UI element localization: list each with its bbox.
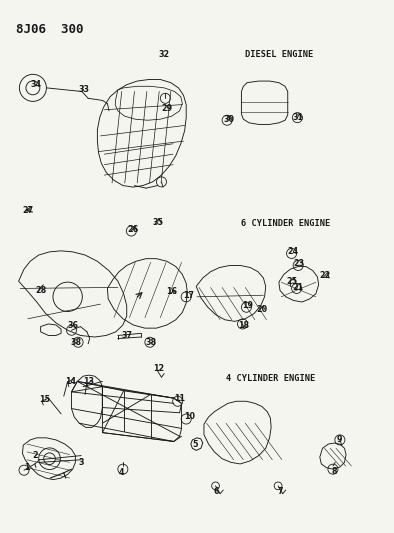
Text: 22: 22 bbox=[320, 271, 331, 280]
Text: 14: 14 bbox=[65, 377, 76, 386]
Text: 33: 33 bbox=[79, 85, 90, 94]
Text: 34: 34 bbox=[30, 80, 41, 89]
Text: 3: 3 bbox=[78, 458, 84, 467]
Text: 28: 28 bbox=[35, 286, 46, 295]
Text: 11: 11 bbox=[174, 394, 185, 402]
Text: 7: 7 bbox=[277, 487, 283, 496]
Text: 27: 27 bbox=[22, 206, 33, 215]
Text: 23: 23 bbox=[294, 260, 305, 269]
Text: 25: 25 bbox=[286, 277, 297, 286]
Text: 32: 32 bbox=[159, 51, 170, 60]
Text: 24: 24 bbox=[287, 247, 298, 256]
Text: 6: 6 bbox=[214, 487, 219, 496]
Text: 19: 19 bbox=[242, 301, 253, 310]
Text: 16: 16 bbox=[166, 287, 177, 296]
Text: DIESEL ENGINE: DIESEL ENGINE bbox=[245, 51, 314, 60]
Text: 8: 8 bbox=[331, 467, 337, 476]
Text: 1: 1 bbox=[24, 463, 30, 472]
Text: 12: 12 bbox=[153, 364, 164, 373]
Text: 13: 13 bbox=[84, 377, 95, 386]
Text: 30: 30 bbox=[223, 115, 234, 124]
Text: 35: 35 bbox=[152, 217, 163, 227]
Text: 20: 20 bbox=[256, 305, 268, 314]
Text: 36: 36 bbox=[67, 320, 78, 329]
Text: 5: 5 bbox=[192, 440, 198, 449]
Text: 15: 15 bbox=[39, 395, 50, 404]
Text: 31: 31 bbox=[293, 113, 304, 122]
Text: 21: 21 bbox=[293, 283, 304, 292]
Text: 38: 38 bbox=[146, 338, 157, 347]
Text: 9: 9 bbox=[336, 435, 342, 445]
Text: 29: 29 bbox=[161, 104, 173, 113]
Text: 4: 4 bbox=[119, 469, 125, 478]
Text: 38: 38 bbox=[71, 338, 82, 347]
Text: 2: 2 bbox=[33, 451, 38, 460]
Text: 8J06  300: 8J06 300 bbox=[16, 23, 83, 36]
Text: 10: 10 bbox=[184, 413, 195, 422]
Text: 6 CYLINDER ENGINE: 6 CYLINDER ENGINE bbox=[242, 219, 331, 228]
Text: 17: 17 bbox=[183, 290, 194, 300]
Text: 37: 37 bbox=[121, 331, 132, 340]
Text: 18: 18 bbox=[238, 320, 249, 329]
Text: 26: 26 bbox=[128, 225, 139, 235]
Text: 4 CYLINDER ENGINE: 4 CYLINDER ENGINE bbox=[226, 374, 315, 383]
